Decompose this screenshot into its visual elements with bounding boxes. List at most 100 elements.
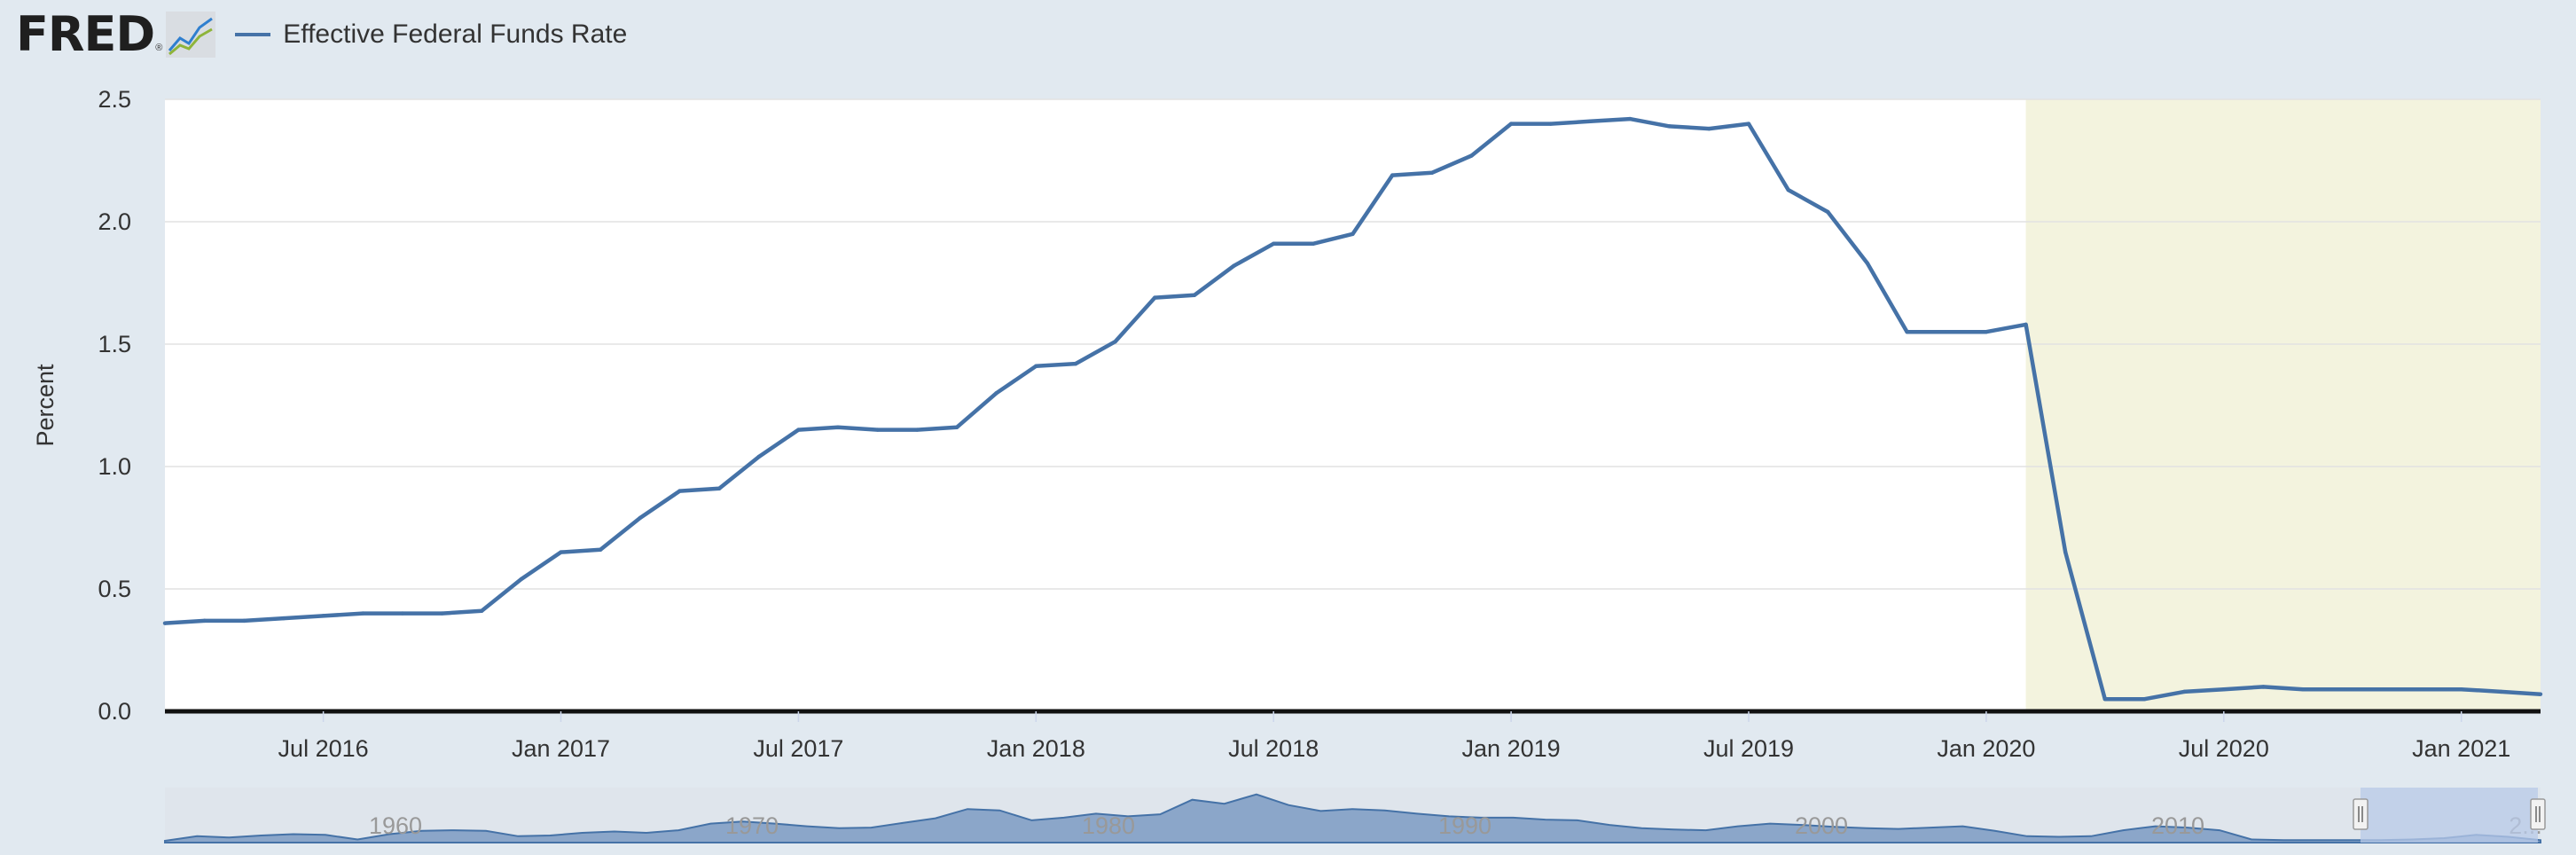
data-point — [2380, 686, 2384, 692]
navigator-label: 1990 — [1438, 812, 1492, 839]
y-tick-label: 1.0 — [98, 453, 131, 480]
data-point — [1548, 122, 1553, 126]
data-point — [1746, 122, 1751, 126]
data-point — [480, 608, 484, 614]
navigator[interactable]: 1960197019801990200020102... — [164, 788, 2546, 843]
navigator-window[interactable] — [2361, 788, 2538, 843]
data-point — [1390, 173, 1395, 177]
x-tick-label: Jan 2017 — [512, 735, 610, 762]
y-tick-label: 2.0 — [98, 208, 131, 235]
x-tick-label: Jul 2019 — [1703, 735, 1794, 762]
x-tick-label: Jul 2018 — [1228, 735, 1319, 762]
data-point — [954, 425, 959, 430]
data-point — [162, 621, 168, 625]
navigator-label: 2010 — [2151, 812, 2204, 839]
navigator-label: 1980 — [1082, 812, 1135, 839]
navigator-label: 2000 — [1795, 812, 1848, 839]
navigator-label: 1970 — [725, 812, 779, 839]
data-point — [756, 454, 761, 459]
data-point — [1826, 209, 1830, 215]
data-point — [2300, 686, 2306, 692]
data-point — [1667, 124, 1672, 129]
data-point — [915, 428, 920, 432]
data-point — [2419, 686, 2424, 692]
y-tick-label: 2.5 — [98, 86, 131, 113]
data-point — [1508, 122, 1514, 126]
y-tick-label: 0.5 — [98, 576, 131, 602]
data-point — [1153, 295, 1157, 300]
x-tick-label: Jul 2020 — [2179, 735, 2269, 762]
y-tick-label: 1.5 — [98, 331, 131, 357]
recession-shading — [2025, 99, 2541, 711]
data-point — [2024, 322, 2028, 327]
navigator-label: 1960 — [369, 812, 422, 839]
data-point — [1627, 116, 1633, 122]
data-point — [321, 614, 325, 618]
data-point — [519, 577, 524, 582]
data-point — [875, 428, 880, 432]
navigator-handle-left[interactable] — [2353, 798, 2369, 830]
data-point — [677, 489, 682, 493]
fred-logo-text: FRED — [16, 6, 155, 62]
data-point — [598, 547, 603, 553]
data-point — [2499, 689, 2503, 694]
data-point — [1351, 231, 1355, 236]
data-point — [716, 486, 722, 491]
data-point — [1588, 119, 1593, 124]
data-point — [440, 611, 444, 616]
x-tick-label: Jul 2017 — [753, 735, 843, 762]
data-point — [2181, 689, 2187, 694]
data-point — [1272, 241, 1276, 247]
chart-legend[interactable]: Effective Federal Funds Rate — [235, 20, 627, 50]
data-point — [400, 611, 405, 616]
data-point — [1073, 361, 1078, 366]
data-point — [1945, 330, 1949, 334]
data-point — [1865, 261, 1870, 266]
data-point — [2142, 697, 2147, 702]
data-point — [202, 618, 207, 624]
x-tick-label: Jan 2020 — [1937, 735, 2035, 762]
x-tick-label: Jan 2019 — [1462, 735, 1561, 762]
data-point — [559, 550, 563, 554]
navigator-handle-right[interactable] — [2530, 798, 2546, 830]
data-point — [638, 515, 642, 521]
grid-lines — [165, 98, 2541, 590]
data-point — [2459, 686, 2463, 692]
y-tick-label: 0.0 — [98, 698, 131, 725]
data-point — [1707, 126, 1711, 131]
data-point — [1429, 170, 1435, 175]
navigator-labels: 1960197019801990200020102... — [369, 812, 2542, 839]
data-point — [1113, 340, 1117, 344]
series-points — [162, 116, 2543, 702]
data-point — [835, 425, 841, 430]
y-axis-ticks: 0.0 0.5 1.0 1.5 2.0 2.5 — [98, 86, 131, 725]
data-point — [281, 616, 286, 621]
data-point — [994, 391, 998, 396]
fred-logo-registered: ® — [155, 43, 163, 53]
data-point — [1984, 330, 1989, 334]
data-point — [1192, 293, 1197, 297]
x-tick-label: Jan 2018 — [987, 735, 1085, 762]
fred-logo[interactable]: FRED ® — [16, 6, 216, 62]
data-point — [2538, 692, 2543, 696]
navigator-series — [164, 793, 2541, 843]
data-point — [1469, 153, 1474, 158]
x-axis-ticks: Jul 2016 Jan 2017 Jul 2017 Jan 2018 Jul 2018… — [278, 711, 2510, 762]
fred-chart-icon — [166, 12, 216, 58]
data-point — [2340, 686, 2345, 692]
data-point — [1232, 263, 1236, 268]
data-point — [796, 428, 801, 432]
x-tick-label: Jan 2021 — [2412, 735, 2510, 762]
x-tick-label: Jul 2016 — [278, 735, 369, 762]
chart-header: FRED ® Effective Federal Funds Rate — [16, 7, 627, 62]
data-point — [1311, 241, 1316, 247]
data-point — [2221, 686, 2226, 692]
legend-swatch — [235, 33, 271, 36]
data-point — [2102, 697, 2108, 702]
data-point — [1905, 330, 1909, 334]
data-point — [2063, 550, 2068, 554]
data-point — [1034, 364, 1038, 369]
data-point — [361, 611, 365, 616]
legend-label: Effective Federal Funds Rate — [283, 20, 628, 49]
